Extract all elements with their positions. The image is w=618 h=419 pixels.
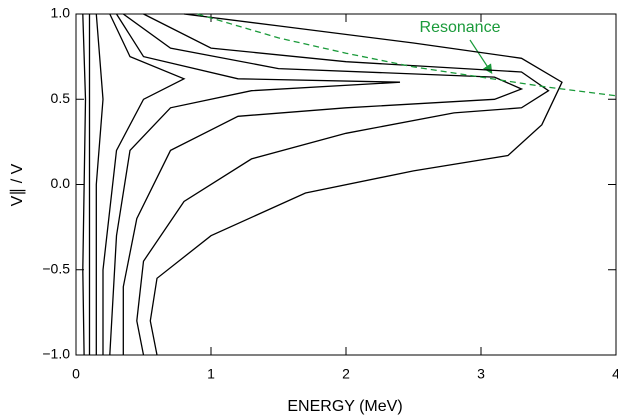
resonance-line [197, 13, 617, 97]
y-tick-label: −1.0 [42, 346, 70, 362]
contour-line [95, 13, 104, 355]
y-tick-label: 0.0 [51, 175, 71, 191]
contour-line [102, 13, 186, 355]
y-tick-label: 1.0 [51, 5, 71, 21]
x-tick-label: 4 [612, 366, 618, 382]
contour-line [149, 13, 563, 356]
x-tick-label: 3 [477, 366, 485, 382]
x-tick-label: 0 [72, 366, 80, 382]
annotation-arrow [469, 39, 493, 75]
y-tick-label: 0.5 [51, 90, 71, 106]
contour-line [136, 13, 550, 356]
annotation: Resonance [420, 19, 501, 36]
y-tick-label: −0.5 [42, 260, 70, 276]
x-tick-label: 2 [342, 366, 350, 382]
contour-line [82, 13, 87, 356]
x-tick-label: 1 [207, 366, 215, 382]
contour-line [122, 13, 524, 355]
contour-line [109, 13, 401, 356]
x-axis-label: ENERGY (MeV) [287, 398, 402, 415]
y-axis-label: V∥ / V [9, 163, 26, 206]
